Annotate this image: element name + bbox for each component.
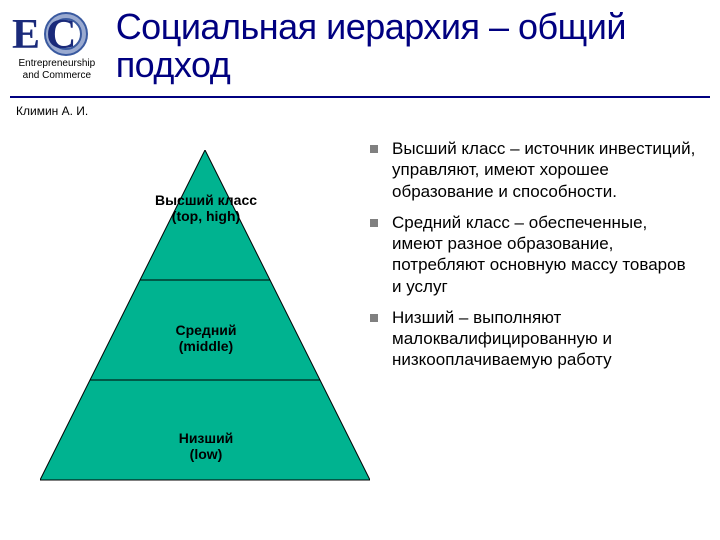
content-area: Высший класс (top, high) Средний (middle… [0,130,720,530]
tier-mid-line1: Средний [175,322,236,338]
tier-label-mid: Средний (middle) [126,322,286,354]
logo-block: E C Entrepreneurship and Commerce [10,8,104,81]
bullet-list: Высший класс – источник инвестиций, упра… [370,130,710,530]
pyramid-diagram: Высший класс (top, high) Средний (middle… [0,130,370,510]
bullet-text-2: Средний класс – обеспеченные, имеют разн… [392,212,698,297]
title-underline [10,96,710,98]
logo-sub-line2: and Commerce [23,70,91,81]
bullet-icon [370,145,378,153]
logo-letter-c: C [46,12,76,56]
logo-icon: E C [12,12,102,56]
bullet-text-1: Высший класс – источник инвестиций, упра… [392,138,698,202]
author-label: Климин А. И. [16,104,88,118]
page-title: Социальная иерархия – общий подход [104,8,710,84]
tier-low-line2: (low) [190,446,223,462]
bullet-text-3: Низший – выполняют малоквалифицированную… [392,307,698,371]
list-item: Средний класс – обеспеченные, имеют разн… [370,212,698,297]
tier-top-line2: (top, high) [172,208,240,224]
tier-label-top: Высший класс (top, high) [126,192,286,224]
tier-mid-line2: (middle) [179,338,233,354]
tier-label-low: Низший (low) [126,430,286,462]
bullet-icon [370,219,378,227]
logo-subtitle: Entrepreneurship and Commerce [10,58,104,81]
tier-top-line1: Высший класс [155,192,257,208]
list-item: Низший – выполняют малоквалифицированную… [370,307,698,371]
bullet-icon [370,314,378,322]
logo-letter-e: E [12,12,40,56]
list-item: Высший класс – источник инвестиций, упра… [370,138,698,202]
tier-low-line1: Низший [179,430,234,446]
logo-sub-line1: Entrepreneurship [18,58,95,69]
header: E C Entrepreneurship and Commerce Социал… [0,0,720,84]
